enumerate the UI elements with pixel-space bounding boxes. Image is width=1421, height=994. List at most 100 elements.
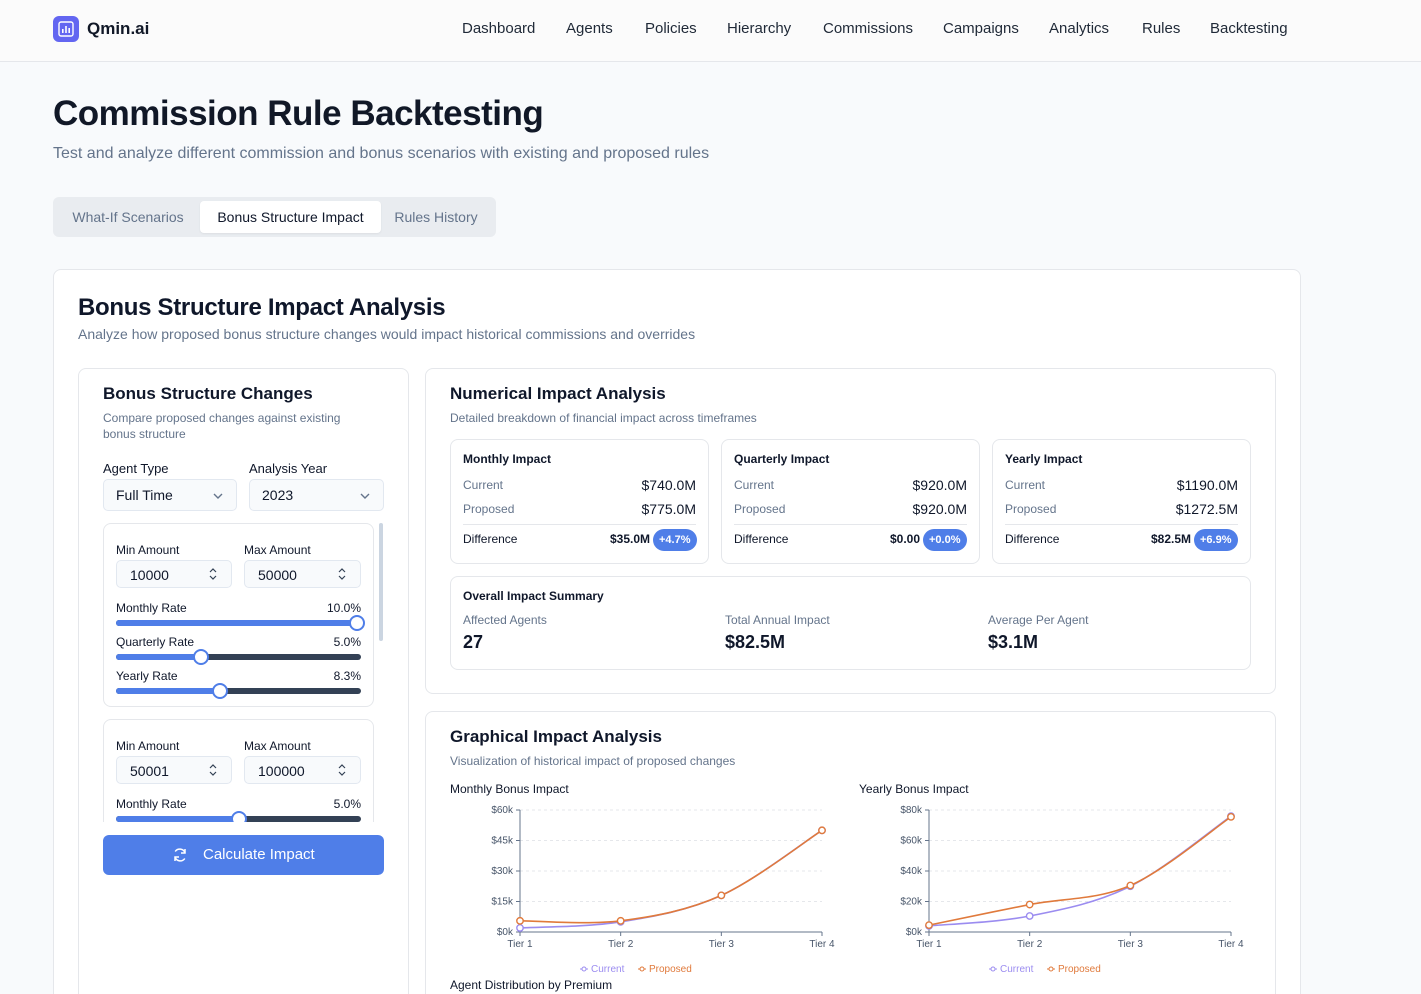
tier1-monthly-slider[interactable] bbox=[116, 615, 365, 631]
yearly-proposed-value: $1272.5M bbox=[1175, 501, 1238, 517]
refresh-icon bbox=[174, 848, 186, 862]
average-per-agent-value: $3.1M bbox=[988, 632, 1039, 652]
divider bbox=[463, 524, 696, 525]
affected-agents-label: Affected Agents bbox=[463, 613, 547, 627]
tier2-min-value: 50001 bbox=[130, 763, 169, 779]
y-tick-label: $30k bbox=[491, 866, 514, 877]
x-tick-label: Tier 1 bbox=[507, 939, 533, 950]
monthly-proposed-value: $775.0M bbox=[641, 501, 696, 517]
analysis-title: Bonus Structure Impact Analysis bbox=[78, 294, 446, 321]
monthly-bonus-chart: $0k $15k $30k $45k $60k Tier 1 Tier 2 Tier 3 Tie… bbox=[491, 805, 835, 975]
tier2-max-label: Max Amount bbox=[244, 739, 311, 753]
data-point-proposed[interactable] bbox=[1025, 900, 1034, 909]
data-point-proposed[interactable] bbox=[1126, 881, 1135, 890]
total-annual-label: Total Annual Impact bbox=[725, 613, 830, 627]
tier2-monthly-slider[interactable] bbox=[116, 811, 361, 822]
tab-bonus-structure-impact[interactable]: Bonus Structure Impact bbox=[200, 201, 381, 233]
tier1-max-input[interactable]: 50000 bbox=[244, 560, 361, 588]
data-point-proposed[interactable] bbox=[616, 916, 625, 925]
slider-thumb[interactable] bbox=[192, 649, 209, 665]
data-point-current[interactable] bbox=[516, 924, 524, 932]
numerical-title: Numerical Impact Analysis bbox=[450, 384, 666, 403]
monthly-percent-badge: +4.7% bbox=[653, 529, 697, 551]
legend-label: Proposed bbox=[649, 964, 692, 975]
slider-thumb[interactable] bbox=[230, 811, 247, 822]
nav-policies[interactable]: Policies bbox=[645, 20, 697, 37]
tier1-min-input[interactable]: 10000 bbox=[116, 560, 232, 588]
tiers-scrollbar[interactable] bbox=[379, 523, 383, 641]
nav-rules[interactable]: Rules bbox=[1142, 20, 1181, 37]
monthly-proposed-label: Proposed bbox=[463, 502, 515, 516]
yearly-current-value: $1190.0M bbox=[1176, 477, 1238, 493]
analysis-year-select[interactable]: 2023 bbox=[249, 479, 384, 511]
tier1-yearly-label: Yearly Rate bbox=[116, 669, 178, 683]
monthly-title: Monthly Impact bbox=[463, 452, 552, 466]
legend-label: Proposed bbox=[1058, 964, 1101, 975]
brand-name[interactable]: Qmin.ai bbox=[87, 19, 150, 38]
summary-title: Overall Impact Summary bbox=[463, 589, 604, 603]
tier2-monthly-value: 5.0% bbox=[333, 797, 361, 811]
series-line-current bbox=[519, 829, 823, 929]
tier2-max-value: 100000 bbox=[258, 763, 305, 779]
quarterly-difference-label: Difference bbox=[734, 532, 789, 546]
agent-distribution-title: Agent Distribution by Premium bbox=[450, 978, 613, 992]
stepper-icon[interactable] bbox=[209, 763, 217, 777]
nav-dashboard[interactable]: Dashboard bbox=[462, 20, 536, 37]
tier1-yearly-slider[interactable] bbox=[116, 683, 361, 699]
data-point-proposed[interactable] bbox=[717, 891, 726, 900]
nav-campaigns[interactable]: Campaigns bbox=[943, 20, 1019, 37]
nav-backtesting[interactable]: Backtesting bbox=[1210, 20, 1288, 37]
yearly-current-label: Current bbox=[1005, 478, 1046, 492]
quarterly-current-value: $920.0M bbox=[912, 477, 967, 493]
affected-agents-value: 27 bbox=[463, 632, 484, 652]
nav-hierarchy[interactable]: Hierarchy bbox=[727, 20, 792, 37]
legend-marker bbox=[581, 966, 587, 972]
tier1-min-label: Min Amount bbox=[116, 543, 180, 557]
tier1-monthly-value: 10.0% bbox=[326, 601, 361, 615]
tab-rules-history[interactable]: Rules History bbox=[394, 209, 478, 225]
data-point-proposed[interactable] bbox=[516, 916, 524, 925]
x-tick-label: Tier 2 bbox=[1017, 939, 1043, 950]
stepper-icon[interactable] bbox=[338, 763, 346, 777]
legend-marker bbox=[1048, 966, 1054, 972]
changes-subtitle-line2: bonus structure bbox=[103, 427, 186, 441]
slider-thumb[interactable] bbox=[349, 615, 365, 631]
tab-list: What-If Scenarios Bonus Structure Impact… bbox=[53, 197, 496, 237]
page-title: Commission Rule Backtesting bbox=[53, 94, 544, 133]
nav-analytics[interactable]: Analytics bbox=[1049, 20, 1110, 37]
tab-what-if-scenarios[interactable]: What-If Scenarios bbox=[72, 209, 184, 225]
quarterly-difference-value: $0.00 bbox=[889, 532, 920, 546]
y-tick-label: $40k bbox=[900, 866, 923, 877]
nav-agents[interactable]: Agents bbox=[566, 20, 613, 37]
data-point-proposed[interactable] bbox=[925, 921, 933, 930]
x-tick-label: Tier 1 bbox=[916, 939, 942, 950]
tier2-monthly-label: Monthly Rate bbox=[116, 797, 187, 811]
y-tick-label: $60k bbox=[491, 805, 514, 816]
stepper-icon[interactable] bbox=[209, 567, 217, 581]
calculate-impact-button[interactable]: Calculate Impact bbox=[103, 835, 384, 875]
data-point-proposed[interactable] bbox=[1227, 812, 1235, 821]
nav-commissions[interactable]: Commissions bbox=[823, 20, 914, 37]
stepper-icon[interactable] bbox=[338, 567, 346, 581]
monthly-chart-title: Monthly Bonus Impact bbox=[450, 782, 569, 796]
tier2-max-input[interactable]: 100000 bbox=[244, 756, 361, 784]
legend-marker bbox=[639, 966, 645, 972]
agent-type-select[interactable]: Full Time bbox=[103, 479, 237, 511]
tier1-quarterly-slider[interactable] bbox=[116, 649, 361, 665]
slider-thumb[interactable] bbox=[211, 683, 228, 699]
tiers-scroll-area[interactable]: Min Amount Max Amount 10000 50000 Monthl… bbox=[103, 523, 375, 822]
series-line-proposed bbox=[519, 829, 823, 924]
tier1-max-label: Max Amount bbox=[244, 543, 311, 557]
yearly-proposed-label: Proposed bbox=[1005, 502, 1057, 516]
data-point-current[interactable] bbox=[1025, 912, 1034, 920]
data-point-proposed[interactable] bbox=[818, 826, 826, 835]
monthly-current-label: Current bbox=[463, 478, 504, 492]
tier1-monthly-label: Monthly Rate bbox=[116, 601, 187, 615]
yearly-bonus-chart: $0k $20k $40k $60k $80k Tier 1 Tier 2 Tier 3 Tie… bbox=[900, 805, 1244, 975]
logo-chart-icon[interactable] bbox=[53, 16, 79, 42]
tier2-min-input[interactable]: 50001 bbox=[116, 756, 232, 784]
legend-label: Current bbox=[591, 964, 625, 975]
legend-marker bbox=[990, 966, 996, 972]
divider bbox=[734, 524, 967, 525]
y-tick-label: $45k bbox=[491, 836, 514, 847]
